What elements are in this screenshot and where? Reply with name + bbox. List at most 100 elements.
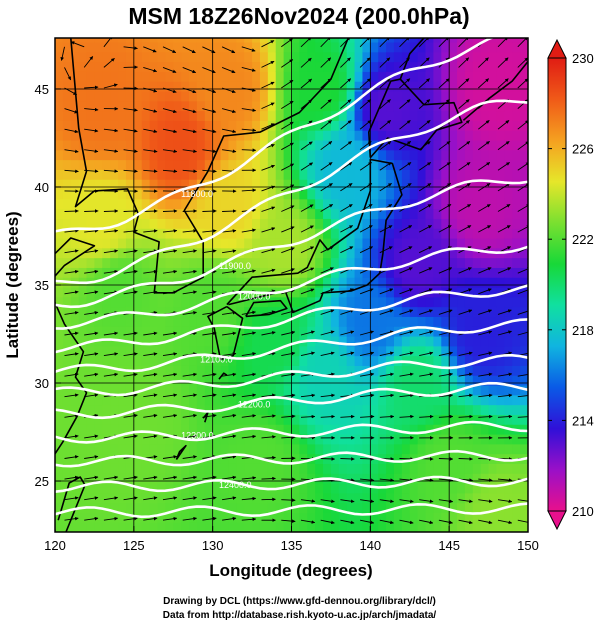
field-cell — [70, 51, 80, 63]
field-cell — [417, 306, 427, 317]
field-cell — [409, 159, 419, 170]
field-cell — [196, 159, 206, 170]
field-cell — [354, 345, 364, 357]
wind-vector — [300, 99, 313, 109]
field-cell — [433, 51, 442, 63]
field-cell — [204, 71, 214, 82]
field-cell — [259, 110, 269, 121]
field-cell — [330, 198, 340, 210]
height-contour — [55, 99, 528, 285]
field-cell — [291, 51, 300, 63]
wind-vector — [438, 204, 452, 212]
field-cell — [488, 130, 498, 141]
field-cell — [457, 463, 466, 474]
field-cell — [118, 463, 127, 474]
field-cell — [236, 149, 245, 161]
field-cell — [323, 355, 332, 366]
wind-vector — [261, 227, 276, 233]
field-cell — [244, 110, 253, 121]
field-cell — [62, 424, 72, 435]
field-cell — [189, 443, 198, 455]
wind-vector — [399, 309, 414, 315]
field-cell — [157, 159, 166, 170]
field-cell — [102, 169, 111, 180]
field-cell — [181, 286, 190, 298]
field-cell — [244, 169, 253, 180]
field-cell — [409, 492, 419, 504]
field-cell — [472, 482, 482, 494]
field-cell — [346, 404, 356, 415]
field-cell — [189, 41, 198, 53]
field-cell — [86, 71, 96, 82]
field-cell — [346, 61, 356, 72]
colorbar-tick-label: 210 — [572, 504, 594, 519]
field-cell — [393, 228, 403, 239]
field-cell — [441, 247, 450, 259]
field-cell — [102, 512, 111, 523]
field-cell — [220, 179, 230, 190]
field-cell — [323, 110, 332, 121]
field-cell — [283, 100, 293, 112]
wind-vector — [300, 393, 316, 398]
field-cell — [204, 522, 214, 532]
field-cell — [504, 218, 513, 229]
field-cell — [323, 257, 332, 268]
wind-vector — [261, 435, 276, 439]
field-cell — [472, 208, 482, 219]
field-cell — [244, 384, 253, 396]
field-cell — [118, 267, 127, 278]
field-cell — [55, 51, 64, 63]
field-cell — [149, 41, 159, 53]
wind-vector — [458, 162, 471, 171]
field-cell — [94, 188, 103, 200]
field-cell — [141, 100, 151, 112]
wind-vector — [261, 268, 276, 274]
field-cell — [496, 71, 505, 82]
field-cell — [370, 306, 379, 317]
field-cell — [417, 522, 427, 532]
wind-vector — [300, 162, 314, 171]
field-cell — [165, 257, 174, 268]
field-cell — [133, 159, 143, 170]
field-cell — [125, 394, 135, 406]
field-cell — [181, 100, 190, 112]
field-cell — [512, 267, 521, 278]
field-cell — [520, 120, 528, 131]
field-cell — [457, 149, 466, 161]
field-cell — [62, 198, 72, 210]
field-cell — [378, 522, 387, 532]
field-cell — [275, 316, 285, 327]
field-cell — [315, 277, 324, 288]
field-cell — [433, 41, 442, 53]
field-cell — [520, 71, 528, 82]
field-cell — [118, 443, 127, 455]
field-cell — [346, 384, 356, 396]
field-cell — [299, 502, 308, 513]
field-cell — [157, 316, 166, 327]
wind-vector — [261, 102, 275, 110]
field-cell — [488, 414, 498, 425]
field-cell — [165, 384, 174, 396]
field-cell — [323, 277, 332, 288]
field-cell — [504, 463, 513, 474]
wind-vector — [162, 269, 178, 274]
field-cell — [520, 257, 528, 268]
field-cell — [433, 61, 442, 72]
wind-vector — [300, 57, 312, 68]
field-cell — [110, 130, 119, 141]
field-cell — [204, 277, 214, 288]
field-cell — [307, 110, 316, 121]
field-cell — [94, 424, 103, 435]
field-cell — [480, 237, 490, 249]
field-cell — [330, 267, 340, 278]
wind-vector — [458, 288, 473, 295]
field-cell — [425, 384, 434, 396]
field-cell — [378, 375, 387, 386]
field-cell — [165, 502, 174, 513]
wind-vector — [64, 311, 79, 315]
field-cell — [480, 110, 490, 121]
field-cell — [275, 169, 285, 180]
wind-vector — [64, 229, 79, 233]
field-cell — [488, 169, 498, 180]
wind-vector — [438, 414, 454, 419]
